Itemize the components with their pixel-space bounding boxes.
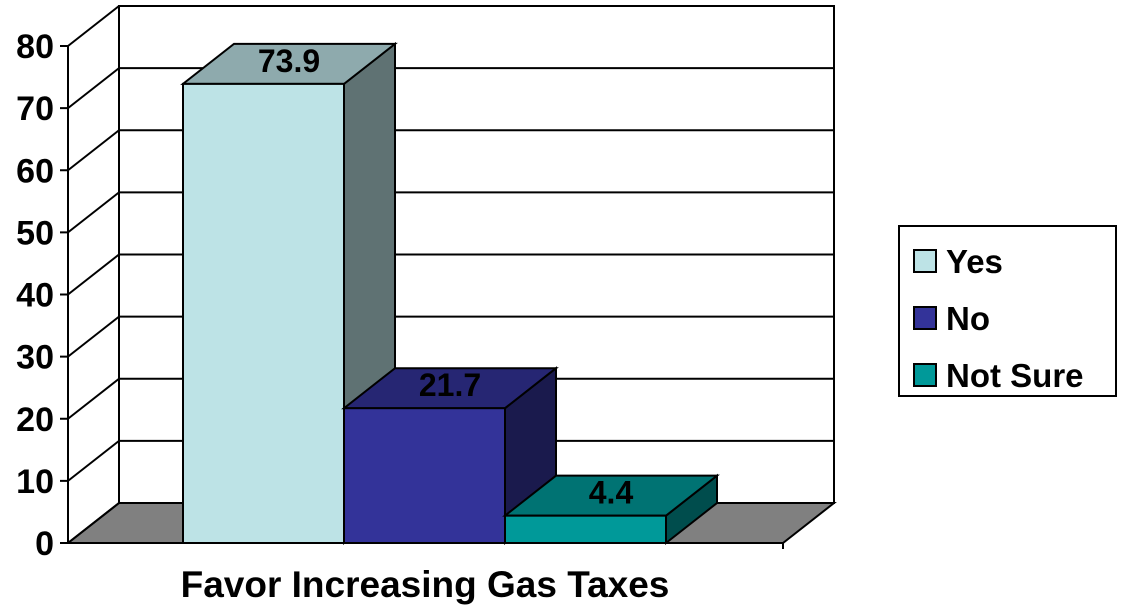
- bar-not-sure: [502, 473, 720, 546]
- legend-swatch: [913, 249, 937, 273]
- legend-label: Not Sure: [946, 357, 1084, 394]
- y-tick-label: 40: [16, 277, 54, 315]
- data-label: 73.9: [258, 43, 320, 79]
- y-tick-label: 70: [16, 90, 54, 128]
- side-wall-gridline: [67, 191, 120, 234]
- x-axis-label: Favor Increasing Gas Taxes: [181, 564, 670, 605]
- y-tick-label: 0: [35, 525, 54, 563]
- side-wall-gridline: [67, 129, 120, 172]
- legend-label: Yes: [946, 243, 1003, 280]
- side-wall-gridline: [67, 67, 120, 109]
- legend-swatch: [913, 306, 937, 330]
- legend-swatch: [913, 363, 937, 387]
- legend-label: No: [946, 300, 990, 337]
- data-label: 4.4: [589, 475, 634, 511]
- side-wall-gridline: [67, 315, 120, 358]
- y-tick-label: 30: [16, 339, 54, 377]
- data-label: 21.7: [419, 367, 481, 403]
- bar-front: [343, 407, 506, 544]
- side-wall-gridline: [67, 377, 120, 420]
- bar-no: [341, 366, 559, 546]
- y-tick-label: 50: [16, 214, 54, 252]
- y-tick-label: 10: [16, 463, 54, 501]
- side-wall-gridline: [67, 253, 120, 296]
- side-wall-gridline: [67, 440, 120, 482]
- legend: Yes No Not Sure: [898, 225, 1117, 397]
- y-tick-label: 60: [16, 152, 54, 190]
- data-labels: 73.9 21.7 4.4: [258, 43, 634, 511]
- bar-front: [504, 514, 667, 544]
- side-wall-gridline: [67, 5, 120, 47]
- y-tick-labels: 0 10 20 30 40 50 60 70 80: [16, 28, 54, 563]
- y-tick-label: 80: [16, 28, 54, 66]
- bars: [180, 41, 720, 546]
- side-wall-gridline: [67, 502, 120, 544]
- bar-front: [182, 82, 345, 545]
- y-tick-label: 20: [16, 401, 54, 439]
